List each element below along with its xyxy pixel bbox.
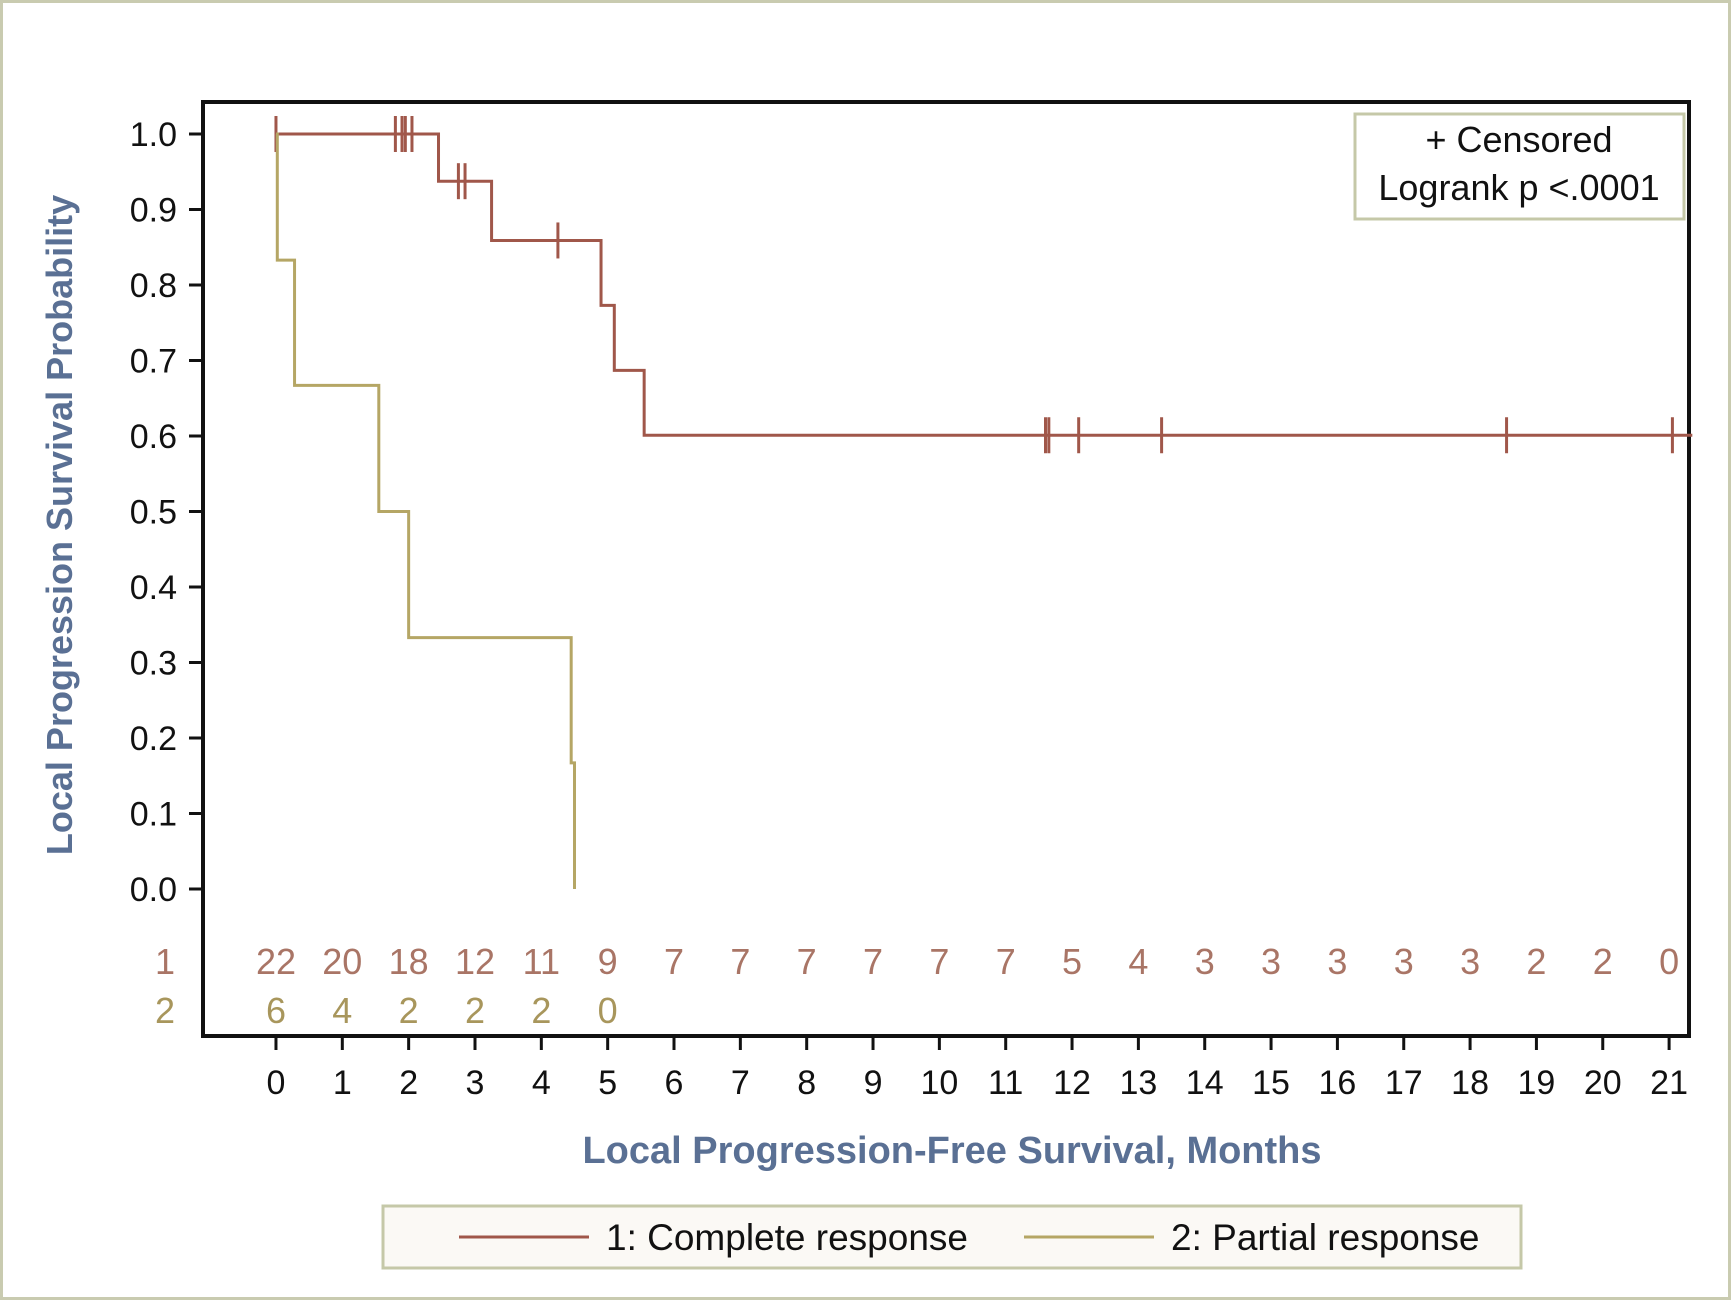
x-tick-label: 6 <box>665 1064 684 1102</box>
at-risk-count: 5 <box>1062 941 1082 982</box>
at-risk-count: 0 <box>598 990 618 1031</box>
y-axis: 0.0 0.1 0.2 0.3 0.4 0.5 0.6 0.7 0.8 0.9 1.0 <box>130 116 203 909</box>
x-tick-label: 0 <box>267 1064 286 1102</box>
y-tick-label: 0.5 <box>130 494 177 532</box>
y-tick-label: 0.8 <box>130 267 177 305</box>
y-tick-label: 0.9 <box>130 192 177 230</box>
inset-legend-box <box>1353 112 1686 221</box>
censored-note: + Censored <box>1425 119 1612 160</box>
at-risk-count: 2 <box>399 990 419 1031</box>
x-tick-label: 11 <box>988 1064 1023 1102</box>
x-tick-label: 2 <box>399 1064 418 1102</box>
x-tick-label: 21 <box>1650 1064 1688 1102</box>
legend-label-partial-response: 2: Partial response <box>1171 1217 1480 1258</box>
at-risk-count: 7 <box>730 941 750 982</box>
series-legend: 1: Complete response 2: Partial response <box>381 1204 1523 1270</box>
y-tick-label: 0.4 <box>130 569 177 607</box>
at-risk-count: 18 <box>389 941 429 982</box>
series-layer <box>274 116 1693 889</box>
x-tick-label: 9 <box>864 1064 883 1102</box>
x-tick-label: 8 <box>797 1064 816 1102</box>
y-tick-label: 0.7 <box>130 343 177 381</box>
legend-label-complete-response: 1: Complete response <box>606 1217 968 1258</box>
at-risk-count: 6 <box>266 990 286 1031</box>
at-risk-count: 2 <box>531 990 551 1031</box>
x-tick-label: 10 <box>920 1064 958 1102</box>
at-risk-count: 12 <box>455 941 495 982</box>
at-risk-count: 3 <box>1327 941 1347 982</box>
y-tick-label: 0.0 <box>130 871 177 909</box>
y-tick-label: 0.1 <box>130 796 177 834</box>
at-risk-group-label: 2 <box>155 990 175 1031</box>
at-risk-count: 9 <box>598 941 618 982</box>
x-tick-label: 15 <box>1252 1064 1290 1102</box>
at-risk-count: 7 <box>664 941 684 982</box>
at-risk-count: 3 <box>1460 941 1480 982</box>
inset-legend: + Censored Logrank p <.0001 <box>1353 112 1686 221</box>
x-tick-label: 18 <box>1451 1064 1489 1102</box>
x-tick-label: 3 <box>466 1064 485 1102</box>
series-line-2 <box>275 132 576 889</box>
x-tick-label: 14 <box>1186 1064 1224 1102</box>
at-risk-count: 20 <box>322 941 362 982</box>
at-risk-count: 11 <box>523 941 560 982</box>
at-risk-group-label: 1 <box>155 941 175 982</box>
at-risk-count: 3 <box>1394 941 1414 982</box>
at-risk-count: 0 <box>1659 941 1679 982</box>
x-tick-label: 16 <box>1318 1064 1356 1102</box>
x-tick-label: 20 <box>1584 1064 1622 1102</box>
at-risk-count: 3 <box>1261 941 1281 982</box>
at-risk-count: 2 <box>465 990 485 1031</box>
x-tick-label: 7 <box>731 1064 750 1102</box>
at-risk-count: 3 <box>1195 941 1215 982</box>
at-risk-count: 4 <box>332 990 352 1031</box>
x-axis-label: Local Progression-Free Survival, Months <box>582 1130 1321 1172</box>
at-risk-count: 7 <box>929 941 949 982</box>
series-line-1 <box>275 132 1693 437</box>
at-risk-count: 7 <box>996 941 1016 982</box>
logrank-note: Logrank p <.0001 <box>1378 167 1659 208</box>
at-risk-count: 2 <box>1526 941 1546 982</box>
y-tick-label: 0.2 <box>130 720 177 758</box>
x-tick-label: 1 <box>333 1064 352 1102</box>
x-tick-label: 12 <box>1053 1064 1091 1102</box>
at-risk-count: 7 <box>863 941 883 982</box>
y-tick-label: 0.3 <box>130 645 177 683</box>
x-axis: 0 1 2 3 4 5 6 7 8 9 10 11 12 13 14 15 16 17 18 19 20 21 <box>267 1036 1688 1102</box>
at-risk-count: 4 <box>1128 941 1148 982</box>
at-risk-count: 2 <box>1593 941 1613 982</box>
at-risk-count: 7 <box>797 941 817 982</box>
y-axis-label: Local Progression Survival Probability <box>39 195 80 855</box>
at-risk-table: 1 22 20 18 12 11 9 7 7 7 7 7 7 5 4 3 3 3 3 3 2 2 02 6 4 2 2 2 0 <box>155 941 1679 1031</box>
x-tick-label: 19 <box>1518 1064 1556 1102</box>
x-tick-label: 5 <box>598 1064 617 1102</box>
y-tick-label: 0.6 <box>130 418 177 456</box>
x-tick-label: 13 <box>1119 1064 1157 1102</box>
x-tick-label: 4 <box>532 1064 551 1102</box>
y-tick-label: 1.0 <box>130 116 177 154</box>
plot-frame <box>201 100 1691 1038</box>
x-tick-label: 17 <box>1385 1064 1423 1102</box>
at-risk-count: 22 <box>256 941 296 982</box>
